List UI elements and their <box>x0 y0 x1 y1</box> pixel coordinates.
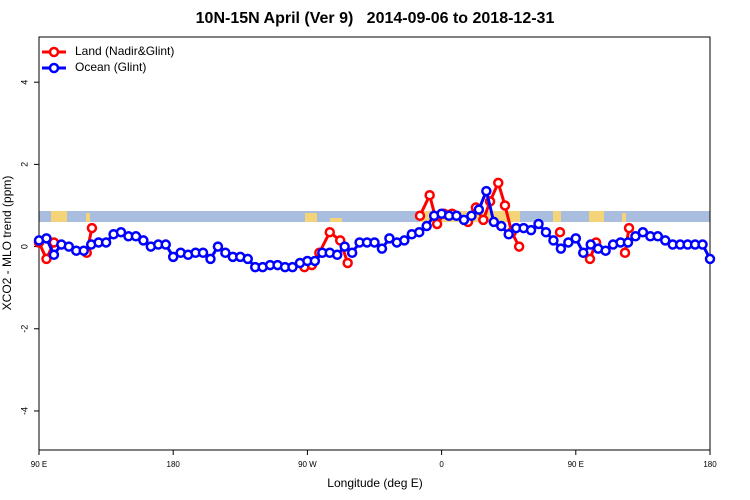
data-point <box>167 251 179 263</box>
data-point <box>220 247 231 258</box>
data-point <box>697 239 708 250</box>
data-point <box>466 210 477 222</box>
data-point <box>431 218 443 230</box>
data-point <box>622 237 634 248</box>
data-point <box>563 237 574 248</box>
data-point <box>48 249 60 261</box>
data-point <box>100 237 112 248</box>
x-tick-label: 0 <box>439 460 444 469</box>
data-point <box>369 237 380 248</box>
land-patch <box>589 211 604 222</box>
data-point <box>324 226 336 238</box>
data-point <box>513 241 525 252</box>
y-tick-label: -2 <box>19 325 29 333</box>
data-point <box>555 243 567 254</box>
land-patch <box>553 211 561 222</box>
x-tick-label: 90 E <box>568 460 584 469</box>
data-point <box>399 235 410 246</box>
ocean-strip <box>39 211 710 222</box>
data-point <box>619 247 631 258</box>
data-point <box>548 235 559 246</box>
data-point <box>115 226 127 238</box>
data-point <box>287 261 298 273</box>
data-point <box>376 243 388 254</box>
data-point <box>86 222 98 234</box>
data-point <box>346 247 358 258</box>
data-point <box>652 231 664 242</box>
data-point <box>451 210 462 222</box>
x-tick-label: 180 <box>703 460 717 469</box>
x-tick-label: 90 E <box>31 460 47 469</box>
data-point <box>499 200 511 211</box>
y-tick-label: 2 <box>19 162 29 167</box>
data-point <box>160 239 171 250</box>
data-point <box>660 235 671 246</box>
data-point <box>331 249 343 261</box>
land-patch <box>86 213 90 222</box>
data-point <box>630 231 641 242</box>
y-axis-label: XCO2 - MLO trend (ppm) <box>0 176 14 311</box>
data-point <box>41 233 52 244</box>
data-point <box>637 226 649 238</box>
land-patch <box>330 218 342 222</box>
data-point <box>242 253 254 265</box>
data-point <box>138 235 149 246</box>
data-point <box>503 229 514 240</box>
data-point <box>197 247 209 258</box>
legend-label: Ocean (Glint) <box>75 60 146 74</box>
land-patch <box>305 213 317 222</box>
data-point <box>554 226 566 238</box>
data-point <box>339 241 350 252</box>
data-point <box>623 222 635 234</box>
data-point <box>495 220 507 232</box>
y-tick-label: 0 <box>19 244 29 249</box>
data-point <box>478 214 489 226</box>
data-point <box>78 245 89 256</box>
data-point <box>584 253 596 265</box>
legend-marker <box>48 46 60 58</box>
data-point <box>488 216 500 228</box>
y-tick-label: 4 <box>19 80 29 85</box>
data-point <box>570 233 582 244</box>
data-point <box>473 204 485 215</box>
data-point <box>533 218 544 230</box>
x-tick-label: 180 <box>167 460 181 469</box>
map-strip <box>39 211 710 222</box>
data-point <box>212 241 224 252</box>
data-point <box>309 255 321 267</box>
data-point <box>205 253 216 265</box>
data-point <box>600 245 611 256</box>
data-point <box>481 185 492 197</box>
y-tick-label: -4 <box>19 407 29 415</box>
data-point <box>63 241 75 252</box>
data-point <box>342 257 353 269</box>
data-point <box>384 233 395 244</box>
data-point <box>540 226 552 238</box>
data-point <box>130 231 142 242</box>
x-axis-label: Longitude (deg E) <box>327 476 422 490</box>
legend-marker <box>48 62 60 74</box>
data-point <box>413 226 425 238</box>
data-point <box>424 189 435 201</box>
land-patch <box>622 213 626 222</box>
data-point <box>458 214 470 226</box>
data-point <box>493 177 504 189</box>
data-point <box>414 210 426 222</box>
legend-label: Land (Nadir&Glint) <box>75 44 174 58</box>
data-point <box>525 224 537 236</box>
data-point <box>578 247 589 258</box>
chart-title: 10N-15N April (Ver 9) 2014-09-06 to 2018… <box>196 10 555 27</box>
x-tick-label: 90 W <box>298 460 317 469</box>
data-point <box>41 253 52 265</box>
data-point <box>704 253 716 265</box>
data-point <box>421 220 432 232</box>
land-patch <box>51 211 67 222</box>
data-point <box>585 239 596 250</box>
